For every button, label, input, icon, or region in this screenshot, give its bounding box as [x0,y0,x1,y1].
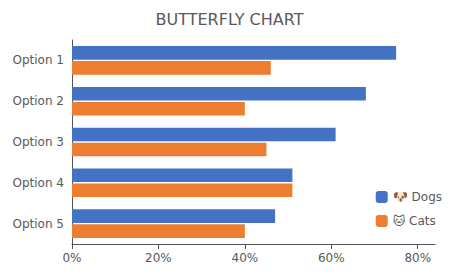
svg-text:40%: 40% [232,251,259,265]
svg-text:Option 4: Option 4 [13,176,65,190]
svg-text:20%: 20% [145,251,172,265]
svg-text:0%: 0% [62,251,81,265]
svg-text:🐱 Cats: 🐱 Cats [393,214,436,228]
svg-text:60%: 60% [318,251,345,265]
svg-text:BUTTERFLY CHART: BUTTERFLY CHART [156,10,304,29]
svg-text:80%: 80% [404,251,431,265]
svg-text:🐶 Dogs: 🐶 Dogs [393,190,442,204]
svg-text:Option 3: Option 3 [13,135,65,149]
svg-text:Option 2: Option 2 [13,94,65,108]
svg-text:Option 5: Option 5 [13,217,65,231]
svg-text:Option 1: Option 1 [13,53,65,67]
